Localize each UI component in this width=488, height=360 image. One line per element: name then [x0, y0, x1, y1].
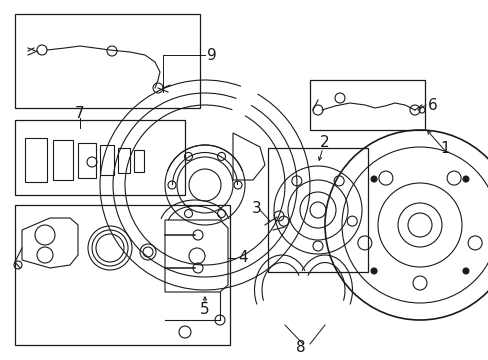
Bar: [267, 148, 367, 272]
FancyBboxPatch shape: [78, 143, 96, 178]
FancyBboxPatch shape: [118, 148, 130, 173]
Text: 8: 8: [295, 341, 305, 356]
Text: 1: 1: [439, 140, 448, 156]
Text: 7: 7: [75, 105, 84, 121]
Circle shape: [370, 268, 376, 274]
Bar: [309, 80, 424, 130]
Circle shape: [462, 268, 468, 274]
Text: 2: 2: [319, 135, 329, 149]
Text: 9: 9: [206, 48, 216, 63]
FancyBboxPatch shape: [134, 150, 143, 172]
Bar: [15, 205, 229, 345]
Text: 5: 5: [200, 302, 209, 318]
Circle shape: [462, 176, 468, 182]
Bar: [15, 14, 200, 108]
Circle shape: [370, 176, 376, 182]
Text: 3: 3: [251, 201, 261, 216]
Text: 6: 6: [427, 98, 437, 113]
Bar: [15, 120, 184, 195]
FancyBboxPatch shape: [25, 138, 47, 182]
Text: 4: 4: [238, 251, 247, 266]
FancyBboxPatch shape: [53, 140, 73, 180]
FancyBboxPatch shape: [100, 145, 114, 175]
